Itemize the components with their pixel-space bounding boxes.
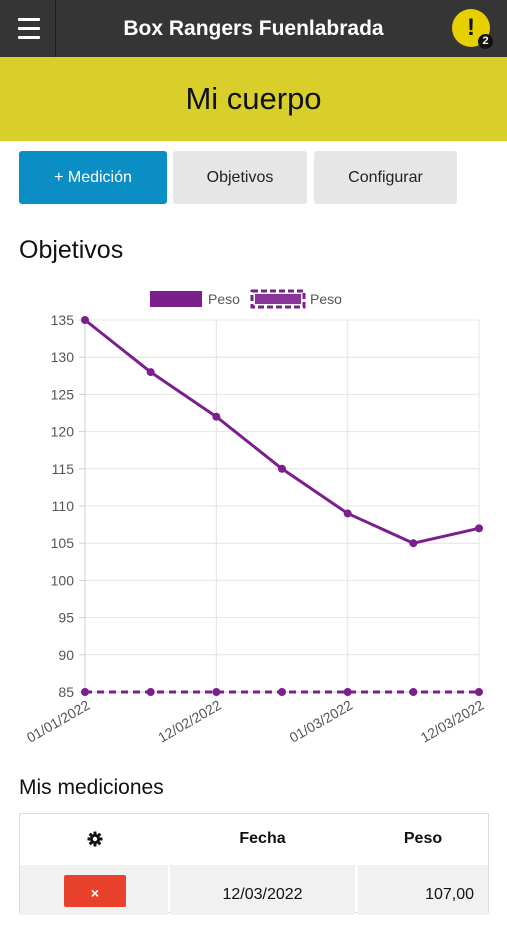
delete-measurement-button[interactable]: × (64, 875, 126, 907)
x-tick-label: 01/03/2022 (286, 697, 355, 746)
goals-button[interactable]: Objetivos (173, 151, 307, 204)
data-point (146, 688, 155, 696)
y-tick-label: 90 (58, 647, 74, 663)
app-title: Box Rangers Fuenlabrada (123, 17, 384, 40)
notification-count-badge: 2 (478, 34, 493, 49)
data-point (475, 688, 483, 696)
data-point (81, 316, 89, 324)
data-point (409, 688, 418, 696)
configure-button[interactable]: Configurar (314, 151, 457, 204)
hamburger-icon[interactable] (0, 0, 56, 57)
data-point (146, 368, 155, 377)
y-tick-label: 125 (51, 386, 75, 402)
x-tick-label: 12/02/2022 (155, 697, 224, 746)
legend-swatch (150, 291, 202, 307)
y-tick-label: 120 (51, 424, 75, 440)
goals-section-title: Objetivos (19, 236, 124, 264)
gear-icon[interactable] (20, 814, 170, 864)
y-tick-label: 85 (58, 684, 74, 700)
data-point (278, 688, 286, 696)
y-tick-label: 130 (51, 349, 75, 365)
data-point (212, 412, 221, 421)
y-tick-label: 95 (58, 610, 74, 626)
measurements-title: Mis mediciones (19, 776, 164, 799)
y-tick-label: 110 (52, 498, 75, 514)
page-title: Mi cuerpo (0, 57, 507, 141)
notifications-button[interactable]: ! 2 (452, 9, 493, 49)
x-tick-label: 12/03/2022 (418, 697, 487, 746)
y-tick-label: 105 (51, 535, 75, 551)
data-point (278, 464, 286, 473)
y-tick-label: 100 (51, 572, 75, 588)
weight-goals-chart: 85 90 95 100 105 110 115 120 125 130 135 01/01/2022… (24, 289, 487, 746)
legend-swatch-fill (255, 294, 301, 304)
data-point (81, 688, 89, 696)
legend-label: Peso (208, 291, 240, 307)
legend-swatch (250, 289, 306, 309)
data-point (343, 509, 352, 518)
data-point (212, 688, 221, 696)
data-point (343, 688, 352, 696)
data-point (475, 524, 483, 533)
legend-label: Peso (310, 291, 342, 307)
data-point (409, 539, 418, 548)
exclamation-icon: ! (467, 14, 475, 41)
x-tick-label: 01/01/2022 (24, 697, 93, 746)
measurement-weight: 107,00 (425, 886, 474, 903)
measurements-table: Fecha Peso × 12/03/2022 107,00 (19, 813, 489, 915)
measurement-date: 12/03/2022 (222, 886, 303, 903)
column-header-date[interactable]: Fecha (239, 830, 286, 847)
top-bar: Box Rangers Fuenlabrada ! 2 (0, 0, 507, 57)
y-tick-label: 115 (52, 461, 75, 477)
y-tick-label: 135 (51, 312, 75, 328)
add-measurement-button[interactable]: + Medición (19, 151, 167, 204)
column-header-weight[interactable]: Peso (403, 830, 443, 847)
